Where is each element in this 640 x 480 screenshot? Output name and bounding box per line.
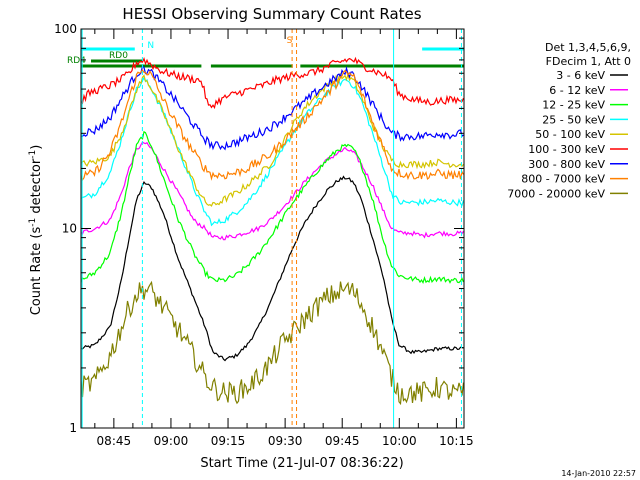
legend-entry-label: 800 - 7000 keV — [521, 173, 605, 186]
y-axis-label-sup2: -1 — [28, 150, 38, 159]
x-tick-label: 09:30 — [268, 434, 303, 448]
series-line-6 — [81, 56, 464, 110]
series-line-8 — [81, 69, 464, 182]
legend-entry-label: 7000 - 20000 keV — [507, 187, 605, 200]
y-axis-label-tail: detector — [29, 158, 44, 218]
x-tick-label: 09:45 — [325, 434, 360, 448]
marker-label-n: N — [147, 41, 154, 51]
series-line-2 — [81, 141, 464, 241]
legend-header-line-1: Det 1,3,4,5,6,9, — [545, 41, 631, 54]
y-tick-label: 1 — [69, 421, 77, 435]
y-axis-label-close: ) — [29, 145, 44, 150]
legend: Det 1,3,4,5,6,9, FDecim 1, Att 0 3 - 6 k… — [507, 41, 631, 200]
x-tick-label: 09:00 — [154, 434, 189, 448]
x-tick-label: 08:45 — [97, 434, 132, 448]
series-layer — [81, 56, 464, 406]
series-line-3 — [81, 130, 464, 285]
series-line-1 — [81, 175, 464, 362]
y-tick-label: 10 — [62, 222, 77, 236]
legend-entry-label: 25 - 50 keV — [542, 113, 605, 126]
y-tick-label: 100 — [54, 22, 77, 36]
chart-title: HESSI Observing Summary Count Rates — [122, 5, 421, 23]
legend-entry-label: 300 - 800 keV — [528, 158, 605, 171]
y-axis-label-sup: -1 — [28, 218, 38, 227]
legend-entry-label: 12 - 25 keV — [542, 99, 605, 112]
x-tick-label: 10:00 — [382, 434, 417, 448]
legend-header-line-2: FDecim 1, Att 0 — [546, 55, 631, 68]
legend-entry-label: 3 - 6 keV — [556, 69, 605, 82]
footer-date: 14-Jan-2010 22:57 — [561, 469, 636, 478]
x-axis-label: Start Time (21-Jul-07 08:36:22) — [200, 456, 403, 471]
segment-label-rd4: RD4 — [67, 56, 86, 66]
x-tick-label: 10:15 — [439, 434, 474, 448]
series-line-5 — [81, 72, 464, 207]
y-axis-label-part: Count Rate (s — [29, 227, 44, 316]
series-line-7 — [81, 64, 464, 151]
legend-entry-label: 100 - 300 keV — [528, 143, 605, 156]
y-axis: 100 10 1 — [54, 22, 464, 435]
legend-entry-label: 6 - 12 keV — [549, 84, 605, 97]
x-tick-label: 09:15 — [211, 434, 246, 448]
marker-label-s: S — [287, 36, 293, 46]
y-axis-label: Count Rate (s-1 detector-1) — [28, 145, 44, 316]
segment-label-rd0: RD0 — [109, 51, 128, 61]
series-line-9 — [81, 280, 464, 406]
legend-entry-label: 50 - 100 keV — [535, 128, 605, 141]
x-axis: 08:45 09:00 09:15 09:30 09:45 10:00 10:15 — [94, 29, 474, 448]
